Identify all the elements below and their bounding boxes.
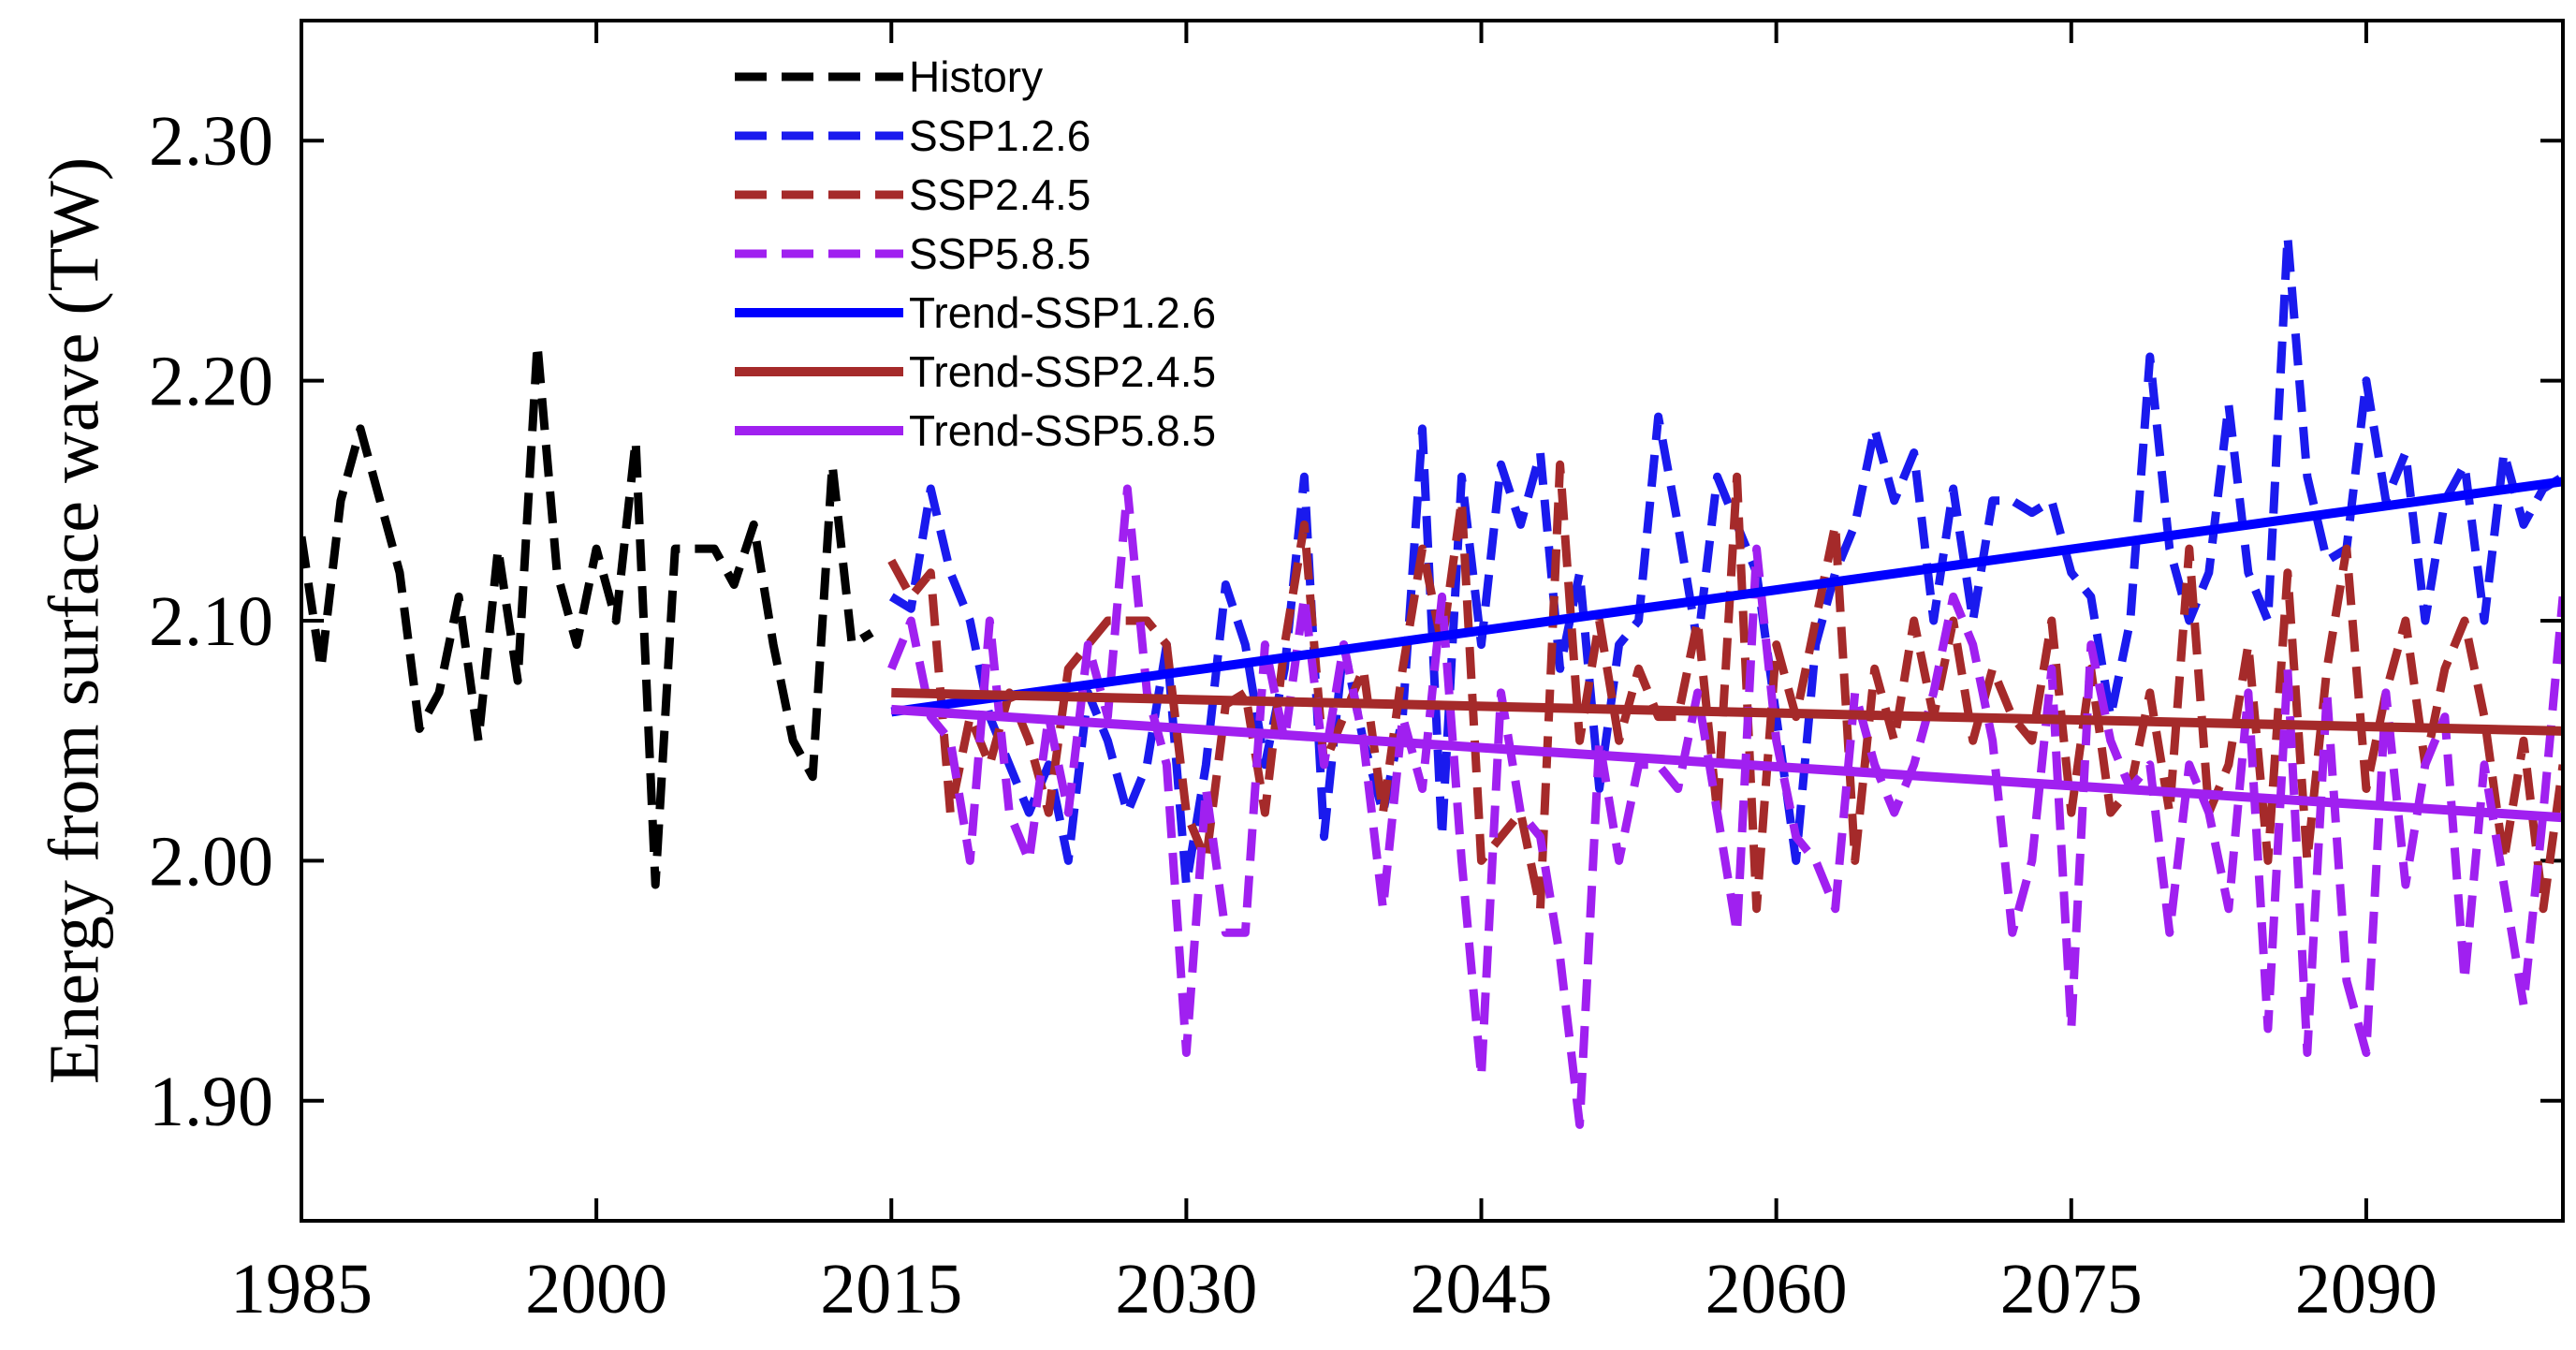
- legend-item-ssp5-8-5: SSP5.8.5: [735, 229, 1090, 278]
- series-line-trend-ssp5-8-5: [890, 704, 2563, 823]
- y-tick-label: 2.30: [149, 102, 273, 181]
- series-line-ssp5-8-5: [887, 484, 2563, 1129]
- x-tick-label: 2090: [2295, 1250, 2437, 1328]
- series-line-trend-ssp2-4-5: [891, 687, 2563, 736]
- legend: History SSP1.2.6 SSP2.4.5 SSP5.8.5 Trend-SSP…: [735, 52, 1216, 455]
- x-tick-label: 1985: [230, 1250, 373, 1328]
- y-tick-label: 1.90: [149, 1063, 273, 1141]
- x-tick-label: 2060: [1705, 1250, 1848, 1328]
- legend-label: SSP5.8.5: [909, 229, 1090, 278]
- legend-item-trend-ssp5-8-5: Trend-SSP5.8.5: [735, 406, 1216, 455]
- series-line-ssp2-4-5: [887, 460, 2563, 914]
- series-line-history: [301, 340, 874, 889]
- series-line-trend-ssp1-2-6: [890, 477, 2563, 717]
- plot-frame: [300, 19, 2565, 1223]
- x-axis-tick-labels: 1985 2000 2015 2030 2045 2060 2075 2090: [230, 1250, 2437, 1328]
- legend-item-ssp1-2-6: SSP1.2.6: [735, 111, 1090, 160]
- x-tick-label: 2030: [1115, 1250, 1257, 1328]
- legend-label: Trend-SSP2.4.5: [909, 347, 1216, 396]
- x-tick-label: 2000: [525, 1250, 667, 1328]
- series-line-ssp1-2-6: [888, 232, 2563, 889]
- x-tick-label: 2075: [2000, 1250, 2143, 1328]
- y-axis-title: Energy from surface wave (TW): [36, 157, 114, 1084]
- plot-series: [301, 232, 2563, 1129]
- y-tick-label: 2.10: [149, 582, 273, 661]
- tick-marks: [300, 21, 2563, 1221]
- y-tick-label: 2.20: [149, 343, 273, 421]
- legend-label: Trend-SSP1.2.6: [909, 288, 1216, 337]
- legend-item-trend-ssp2-4-5: Trend-SSP2.4.5: [735, 347, 1216, 396]
- x-tick-label: 2045: [1411, 1250, 1553, 1328]
- legend-item-history: History: [735, 52, 1043, 101]
- x-tick-label: 2015: [820, 1250, 962, 1328]
- legend-label: History: [909, 52, 1043, 101]
- y-axis-tick-labels: 1.90 2.00 2.10 2.20 2.30: [149, 102, 273, 1141]
- legend-label: Trend-SSP5.8.5: [909, 406, 1216, 455]
- legend-item-trend-ssp1-2-6: Trend-SSP1.2.6: [735, 288, 1216, 337]
- legend-label: SSP1.2.6: [909, 111, 1090, 160]
- legend-item-ssp2-4-5: SSP2.4.5: [735, 170, 1090, 219]
- y-tick-label: 2.00: [149, 822, 273, 901]
- legend-label: SSP2.4.5: [909, 170, 1090, 219]
